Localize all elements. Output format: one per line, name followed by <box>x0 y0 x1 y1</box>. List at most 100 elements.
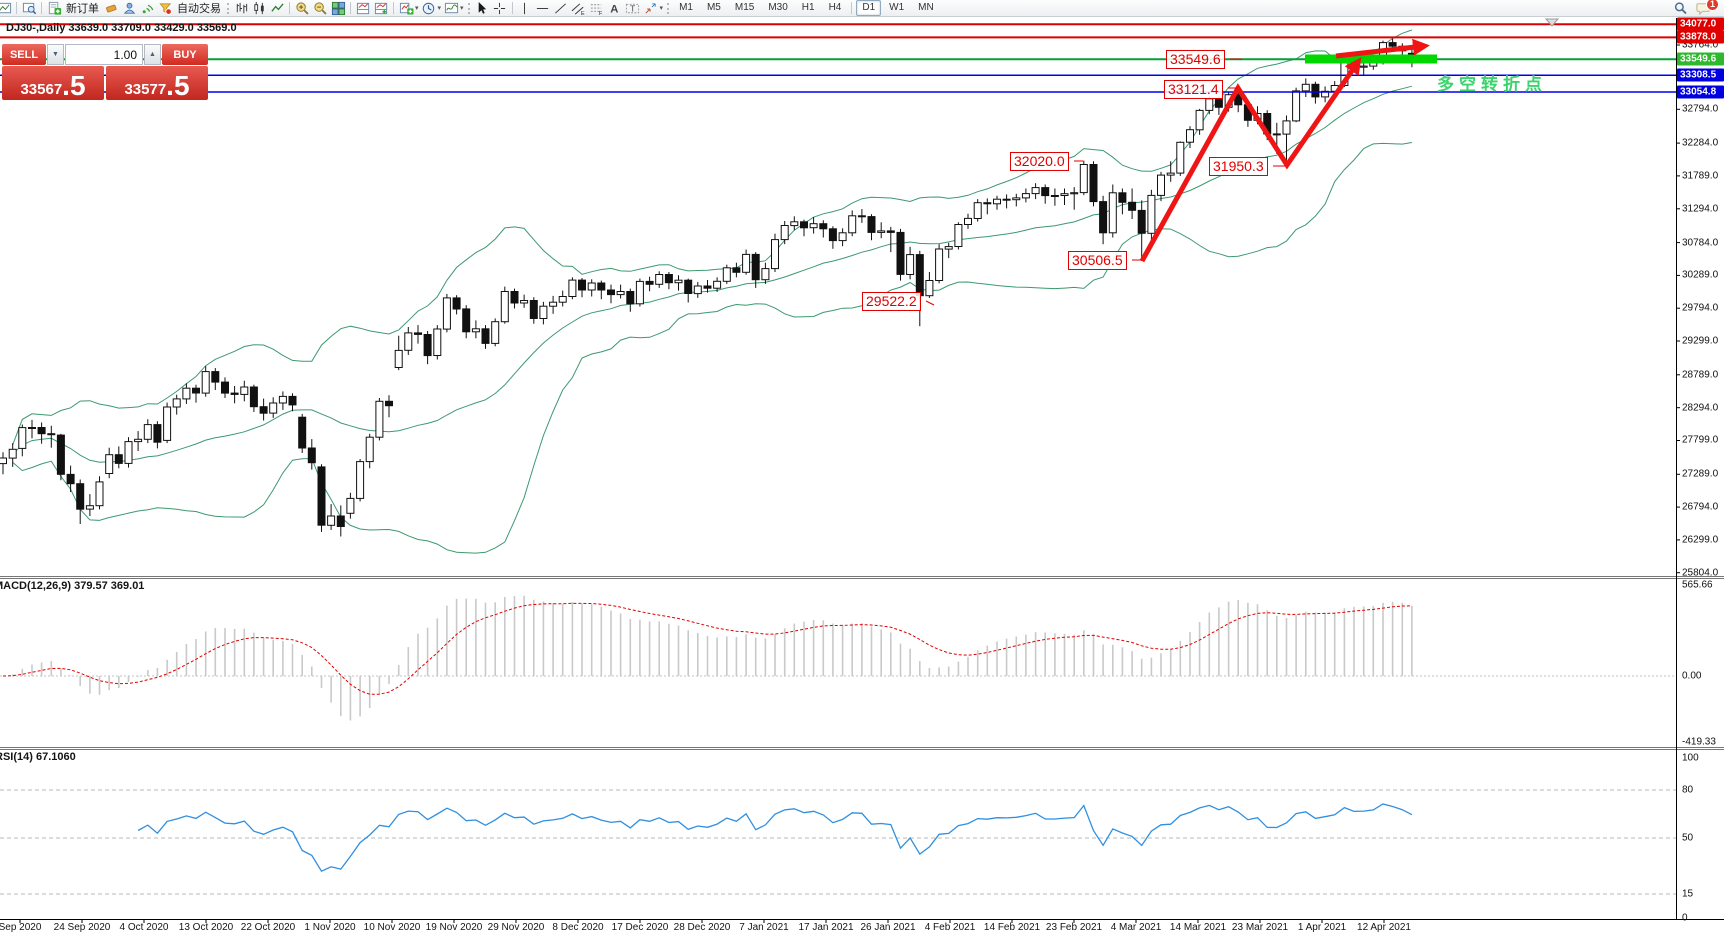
toolbar-separator <box>393 2 394 14</box>
price-tag: 33054.8 <box>1677 85 1724 99</box>
candle-body <box>114 454 123 464</box>
candle-body <box>0 457 7 465</box>
price-axis-label: 27799.0 <box>1682 434 1719 446</box>
sell-button[interactable]: SELL <box>2 44 46 65</box>
volume-input[interactable]: 1.00 <box>65 44 143 65</box>
notifications-button[interactable]: 1 <box>1696 0 1718 16</box>
sell-price-button[interactable]: 33567.5 <box>2 66 104 100</box>
candle-body <box>549 301 558 307</box>
price-annotation[interactable]: 33121.4 <box>1164 80 1223 99</box>
template-icon[interactable] <box>442 1 460 16</box>
buy-price-button[interactable]: 33577.5 <box>106 66 208 100</box>
candle-body <box>771 239 779 270</box>
price-tag: 33549.6 <box>1677 52 1724 66</box>
text-label-icon[interactable]: T <box>624 1 642 16</box>
candle-body <box>491 321 500 344</box>
svg-text:T: T <box>630 3 635 13</box>
price-axis-label: 31294.0 <box>1682 203 1719 215</box>
candle-body <box>327 515 336 526</box>
dropdown-arrow-icon[interactable]: ▾ <box>460 5 464 12</box>
indicator-window-icon[interactable] <box>354 1 372 16</box>
cursor-icon[interactable] <box>473 1 491 16</box>
trendline-icon[interactable] <box>552 1 570 16</box>
candlestick-chart-icon[interactable] <box>250 1 268 16</box>
volume-up-button[interactable]: ▲ <box>144 44 161 65</box>
timeframe-m5[interactable]: M5 <box>706 2 721 13</box>
candle-body <box>1128 201 1137 211</box>
candle-body <box>944 246 953 250</box>
price-axis-label: 28789.0 <box>1682 369 1719 381</box>
candle-body <box>925 280 934 297</box>
candle-body <box>259 406 268 414</box>
fibonacci-icon[interactable]: F <box>588 1 606 16</box>
time-axis-label: 7 Jan 2021 <box>739 922 789 933</box>
svg-text:E: E <box>581 11 585 16</box>
highlight-bar <box>1305 54 1437 64</box>
price-annotation[interactable]: 31950.3 <box>1209 157 1268 176</box>
timeframe-w1[interactable]: W1 <box>889 2 905 13</box>
period-icon[interactable] <box>420 1 438 16</box>
price-annotation[interactable]: 33549.6 <box>1166 50 1225 69</box>
eraser-icon[interactable] <box>102 1 120 16</box>
candle-body <box>838 232 847 242</box>
indicator-window-add-icon[interactable] <box>372 1 390 16</box>
timeframe-m15[interactable]: M15 <box>734 2 755 13</box>
price-annotation[interactable]: 30506.5 <box>1068 251 1127 270</box>
add-indicator-icon[interactable] <box>397 1 415 16</box>
turning-point-note[interactable]: 多空转折点 <box>1437 75 1547 94</box>
time-axis-label: 13 Oct 2020 <box>178 922 234 933</box>
price-annotation[interactable]: 29522.2 <box>862 292 921 311</box>
bar-chart-icon[interactable] <box>232 1 250 16</box>
search-icon[interactable] <box>1671 1 1689 16</box>
dropdown-arrow-icon[interactable]: ▾ <box>415 5 419 12</box>
timeframe-h4[interactable]: H4 <box>828 2 842 13</box>
timeframe-m30[interactable]: M30 <box>768 2 788 13</box>
text-icon[interactable]: A <box>606 1 624 16</box>
vertical-line-icon[interactable] <box>516 1 534 16</box>
crosshair-icon[interactable] <box>491 1 509 16</box>
candle-body <box>211 371 220 383</box>
timeframe-mn[interactable]: MN <box>918 2 934 13</box>
signal-icon[interactable] <box>138 1 156 16</box>
candle-body <box>848 215 857 234</box>
horizontal-line-icon[interactable] <box>534 1 552 16</box>
dropdown-arrow-icon[interactable]: ▾ <box>437 5 442 12</box>
candle-body <box>1205 98 1214 111</box>
chart-window-icon[interactable] <box>0 1 13 16</box>
price-tag: 34077.0 <box>1677 17 1724 31</box>
chevron-up-icon: ▲ <box>149 51 156 58</box>
timeframe-h1[interactable]: H1 <box>801 2 815 13</box>
toolbar-separator <box>289 2 290 14</box>
price-annotation[interactable]: 32020.0 <box>1010 152 1069 171</box>
volume-down-button[interactable]: ▼ <box>47 44 64 65</box>
candle-body <box>1272 133 1281 136</box>
line-chart-icon[interactable] <box>268 1 286 16</box>
time-axis-label: 23 Mar 2021 <box>1231 922 1289 933</box>
chart-magnifier-icon[interactable] <box>20 1 38 16</box>
candle-body <box>76 483 85 510</box>
candle-body <box>394 349 403 368</box>
arrows-icon[interactable] <box>642 1 660 16</box>
tile-windows-icon[interactable] <box>329 1 347 16</box>
price-axis-label: 32794.0 <box>1682 103 1719 115</box>
candle-body <box>462 308 471 333</box>
candle-body <box>1282 120 1291 135</box>
new-order-icon[interactable] <box>45 1 63 16</box>
price-tag: 33308.5 <box>1677 68 1724 82</box>
auto-trading-icon[interactable] <box>156 1 174 16</box>
candle-body <box>414 332 422 335</box>
buy-button[interactable]: BUY <box>162 44 208 65</box>
zoom-out-icon[interactable] <box>311 1 329 16</box>
timeframe-d1[interactable]: D1 <box>856 0 882 16</box>
candle-body <box>935 248 944 281</box>
dropdown-arrow-icon[interactable]: ▾ <box>659 5 664 12</box>
timeframe-m1[interactable]: M1 <box>679 2 693 13</box>
rsi-axis-label: 80 <box>1682 784 1694 796</box>
candle-body <box>1041 187 1050 197</box>
candle-body <box>230 392 239 395</box>
mql-community-icon[interactable] <box>120 1 138 16</box>
zoom-in-icon[interactable] <box>293 1 311 16</box>
equidistant-channel-icon[interactable]: E <box>570 1 588 16</box>
candle-body <box>1060 193 1069 196</box>
